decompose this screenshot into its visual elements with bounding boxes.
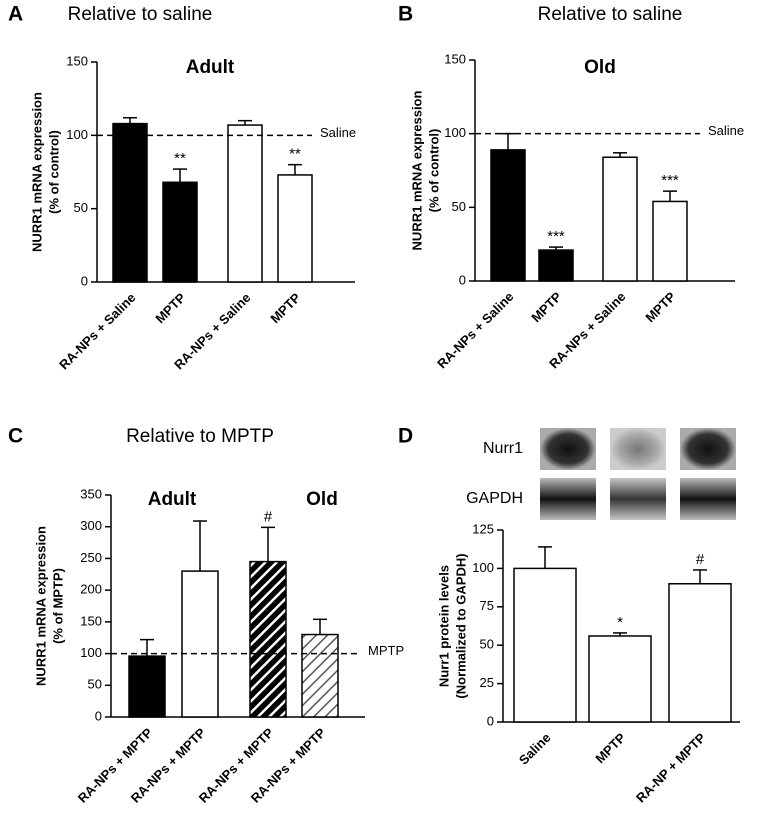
y-tick-label: 100 bbox=[66, 127, 88, 142]
panel-letter: A bbox=[8, 3, 23, 26]
bar-annotation: *** bbox=[661, 172, 679, 189]
bar bbox=[277, 174, 313, 283]
bar bbox=[301, 633, 339, 718]
blot bbox=[680, 478, 736, 520]
y-axis-label: Nurr1 protein levels bbox=[436, 565, 451, 687]
y-tick-label: 75 bbox=[480, 598, 494, 613]
group-label: Adult bbox=[148, 489, 197, 510]
chart-title: Relative to MPTP bbox=[126, 426, 274, 447]
y-tick-label: 0 bbox=[95, 708, 102, 723]
bar bbox=[602, 156, 638, 282]
blot bbox=[680, 428, 736, 470]
x-tick-label: MPTP bbox=[642, 289, 678, 325]
y-tick-label: 0 bbox=[81, 273, 88, 288]
y-tick-label: 350 bbox=[80, 486, 102, 501]
y-tick-label: 200 bbox=[80, 582, 102, 597]
y-tick-label: 100 bbox=[444, 125, 466, 140]
bar-annotation: * bbox=[617, 614, 623, 631]
y-tick-label: 25 bbox=[480, 675, 494, 690]
panel-letter: D bbox=[398, 425, 413, 448]
bar bbox=[112, 122, 148, 283]
y-tick-label: 0 bbox=[487, 713, 494, 728]
x-tick-label: RA-NPs + Saline bbox=[434, 289, 516, 371]
y-axis-label: NURR1 mRNA expression bbox=[409, 91, 424, 251]
chart-title: Relative to saline bbox=[68, 4, 213, 25]
bar bbox=[538, 249, 574, 282]
y-tick-label: 100 bbox=[472, 560, 494, 575]
blot-label: Nurr1 bbox=[483, 440, 523, 457]
bar bbox=[249, 560, 287, 718]
x-tick-label: RA-NPs + Saline bbox=[56, 290, 138, 372]
y-axis-label: NURR1 mRNA expression bbox=[29, 92, 44, 252]
bar bbox=[181, 570, 219, 718]
bar bbox=[652, 200, 688, 282]
x-tick-label: MPTP bbox=[592, 730, 628, 766]
y-tick-label: 125 bbox=[472, 521, 494, 536]
x-tick-label: MPTP bbox=[152, 290, 188, 326]
y-tick-label: 50 bbox=[480, 637, 494, 652]
panel-letter: C bbox=[8, 425, 23, 448]
y-tick-label: 150 bbox=[444, 51, 466, 66]
y-axis-label: NURR1 mRNA expression bbox=[33, 526, 48, 686]
subtitle: Adult bbox=[186, 57, 235, 78]
bar bbox=[128, 655, 166, 718]
reference-label: MPTP bbox=[368, 643, 404, 658]
bar-annotation: ** bbox=[174, 150, 186, 167]
y-axis-label: (% of control) bbox=[46, 130, 61, 214]
x-tick-label: MPTP bbox=[267, 290, 303, 326]
y-tick-label: 150 bbox=[80, 613, 102, 628]
x-tick-label: RA-NP + MPTP bbox=[633, 730, 709, 806]
bar-annotation: ** bbox=[289, 146, 301, 163]
y-tick-label: 50 bbox=[452, 199, 466, 214]
blot bbox=[610, 428, 666, 470]
bar bbox=[513, 567, 577, 723]
y-tick-label: 150 bbox=[66, 53, 88, 68]
blot bbox=[610, 478, 666, 520]
group-label: Old bbox=[306, 489, 338, 510]
bar bbox=[227, 124, 263, 283]
blots bbox=[540, 428, 736, 520]
y-tick-label: 250 bbox=[80, 550, 102, 565]
x-tick-label: MPTP bbox=[528, 289, 564, 325]
reference-label: Saline bbox=[320, 125, 356, 140]
blot bbox=[540, 428, 596, 470]
reference-label: Saline bbox=[708, 123, 744, 138]
y-tick-label: 0 bbox=[459, 272, 466, 287]
bar-annotation: *** bbox=[547, 228, 565, 245]
y-axis-label: (% of MPTP) bbox=[50, 568, 65, 644]
bar-annotation: # bbox=[264, 508, 273, 525]
subtitle: Old bbox=[584, 57, 616, 78]
blot-label: GAPDH bbox=[466, 490, 523, 507]
bar-annotation: # bbox=[696, 551, 705, 568]
y-tick-label: 100 bbox=[80, 645, 102, 660]
bar bbox=[588, 635, 652, 723]
x-tick-label: Saline bbox=[516, 730, 554, 768]
bar bbox=[162, 181, 198, 283]
y-tick-label: 50 bbox=[74, 200, 88, 215]
blot bbox=[540, 478, 596, 520]
y-axis-label: (Normalized to GAPDH) bbox=[453, 553, 468, 698]
panel-letter: B bbox=[398, 3, 413, 26]
y-tick-label: 50 bbox=[88, 677, 102, 692]
bar bbox=[668, 583, 732, 723]
bar bbox=[490, 149, 526, 282]
chart-title: Relative to saline bbox=[538, 4, 683, 25]
y-tick-label: 300 bbox=[80, 518, 102, 533]
y-axis-label: (% of control) bbox=[426, 129, 441, 213]
